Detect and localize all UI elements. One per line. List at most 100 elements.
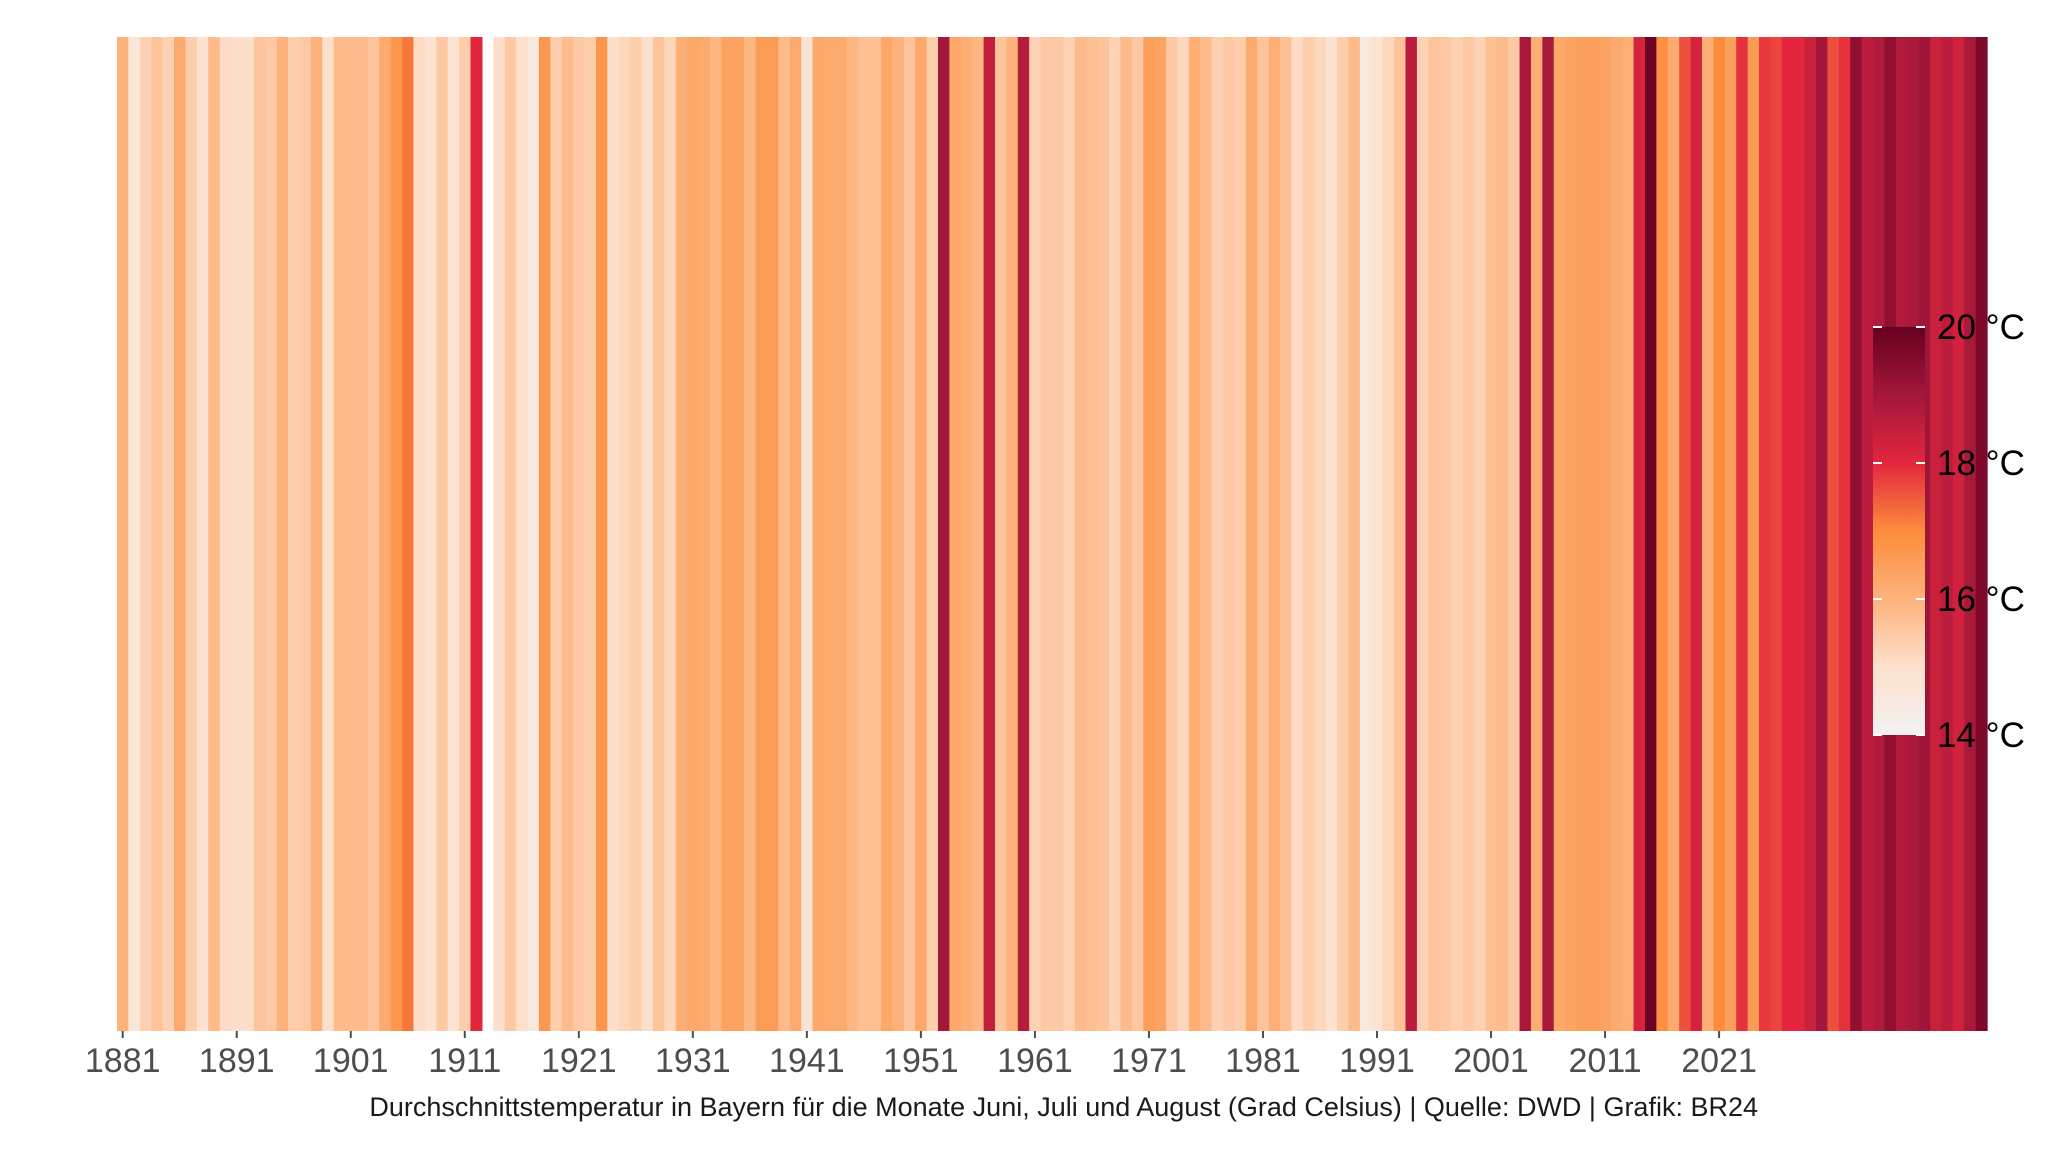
stripe-1919	[550, 37, 563, 1031]
stripe-1896	[288, 37, 301, 1031]
stripe-2006	[1542, 37, 1555, 1031]
stripe-1948	[880, 37, 893, 1031]
stripe-1904	[379, 37, 392, 1031]
stripe-1971	[1143, 37, 1156, 1031]
stripe-1917	[527, 37, 540, 1031]
stripe-1975	[1188, 37, 1201, 1031]
stripe-1990	[1359, 37, 1372, 1031]
stripe-1892	[242, 37, 255, 1031]
stripe-1889	[208, 37, 221, 1031]
stripe-1992	[1382, 37, 1395, 1031]
stripe-1982	[1268, 37, 1281, 1031]
stripe-1977	[1211, 37, 1224, 1031]
stripe-1999	[1462, 37, 1475, 1031]
x-tick-label: 1921	[541, 1042, 617, 1080]
x-tick-label: 2021	[1681, 1042, 1757, 1080]
stripe-1885	[162, 37, 175, 1031]
stripe-1901	[345, 37, 358, 1031]
stripe-1898	[310, 37, 323, 1031]
stripe-1916	[516, 37, 529, 1031]
stripe-1952	[926, 37, 939, 1031]
stripe-2023	[1736, 37, 1749, 1031]
stripe-1954	[949, 37, 962, 1031]
stripes-group	[117, 37, 1988, 1031]
stripe-1942	[812, 37, 825, 1031]
legend-tick-label: 16 °C	[1937, 580, 2025, 619]
stripe-1935	[732, 37, 745, 1031]
stripe-1944	[835, 37, 848, 1031]
stripe-1946	[858, 37, 871, 1031]
stripe-1994	[1405, 37, 1418, 1031]
stripe-1960	[1017, 37, 1030, 1031]
stripe-1938	[766, 37, 779, 1031]
stripe-2003	[1508, 37, 1521, 1031]
stripe-2026	[1770, 37, 1783, 1031]
x-tick-label: 1891	[199, 1042, 275, 1080]
stripe-1910	[447, 37, 460, 1031]
x-tick-label: 1901	[313, 1042, 389, 1080]
stripe-1981	[1257, 37, 1270, 1031]
stripe-1914	[493, 37, 506, 1031]
stripe-1932	[698, 37, 711, 1031]
stripe-2011	[1599, 37, 1612, 1031]
stripe-1918	[538, 37, 551, 1031]
x-tick-label: 1951	[883, 1042, 959, 1080]
stripe-2001	[1485, 37, 1498, 1031]
stripe-1888	[196, 37, 209, 1031]
stripe-1925	[618, 37, 631, 1031]
stripe-1937	[755, 37, 768, 1031]
stripe-2016	[1656, 37, 1669, 1031]
stripe-1930	[675, 37, 688, 1031]
stripe-1929	[664, 37, 677, 1031]
stripe-1928	[652, 37, 665, 1031]
stripe-1887	[185, 37, 198, 1031]
stripe-2008	[1565, 37, 1578, 1031]
stripe-1998	[1451, 37, 1464, 1031]
x-tick-label: 1961	[997, 1042, 1073, 1080]
stripe-1884	[151, 37, 164, 1031]
color-legend: 20 °C 18 °C 16 °C 14 °C	[1873, 308, 2025, 755]
stripe-2025	[1759, 37, 1771, 1031]
stripe-1972	[1154, 37, 1167, 1031]
stripe-1949	[892, 37, 905, 1031]
x-tick-label: 1931	[655, 1042, 731, 1080]
stripe-2027	[1781, 37, 1794, 1031]
stripe-1934	[721, 37, 734, 1031]
stripe-1899	[322, 37, 335, 1031]
stripe-1978	[1223, 37, 1236, 1031]
stripe-1953	[938, 37, 950, 1031]
x-tick-label: 1991	[1339, 1042, 1415, 1080]
stripe-2030	[1816, 37, 1829, 1031]
stripe-1907	[413, 37, 426, 1031]
stripe-2019	[1690, 37, 1703, 1031]
stripe-1985	[1302, 37, 1315, 1031]
stripe-2009	[1576, 37, 1589, 1031]
stripe-1900	[333, 37, 346, 1031]
stripe-1955	[960, 37, 973, 1031]
stripe-1986	[1314, 37, 1327, 1031]
stripe-1923	[595, 37, 608, 1031]
stripe-2007	[1553, 37, 1566, 1031]
stripe-1991	[1371, 37, 1384, 1031]
stripe-2040	[1930, 37, 1943, 1031]
stripe-1996	[1428, 37, 1441, 1031]
stripe-2042	[1952, 37, 1965, 1031]
stripe-1895	[276, 37, 289, 1031]
stripe-1881	[117, 37, 129, 1031]
stripe-1894	[265, 37, 278, 1031]
stripe-1915	[504, 37, 517, 1031]
stripe-1936	[744, 37, 757, 1031]
stripe-1905	[390, 37, 403, 1031]
stripe-2034	[1861, 37, 1874, 1031]
stripe-1987	[1325, 37, 1338, 1031]
stripe-1939	[778, 37, 791, 1031]
stripe-1964	[1063, 37, 1076, 1031]
stripe-1912	[470, 37, 483, 1031]
stripe-1927	[641, 37, 654, 1031]
stripe-1956	[972, 37, 985, 1031]
stripe-1995	[1416, 37, 1429, 1031]
stripe-1943	[823, 37, 836, 1031]
stripe-2044	[1975, 37, 1988, 1031]
stripe-1988	[1337, 37, 1350, 1031]
